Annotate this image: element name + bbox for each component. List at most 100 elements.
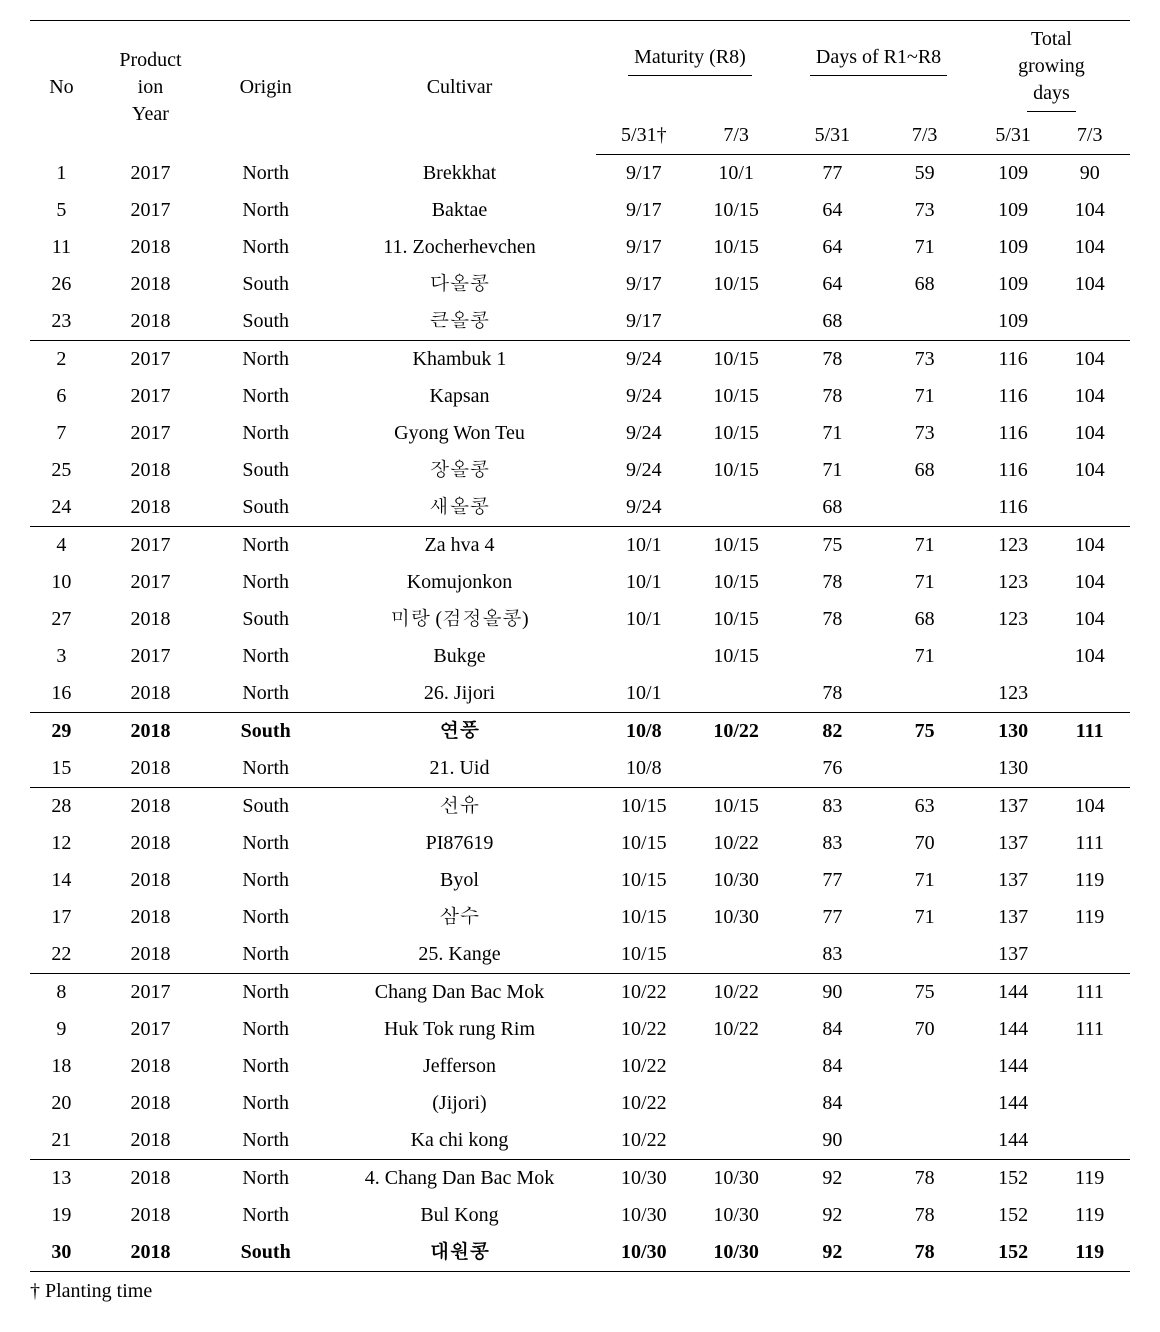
cell-m2 — [690, 1085, 784, 1122]
cell-m1: 10/15 — [596, 936, 690, 974]
cell-m2: 10/30 — [690, 899, 784, 936]
cell-year: 2018 — [93, 1085, 208, 1122]
cell-cultivar: Brekkhat — [323, 155, 595, 193]
cell-cultivar: Za hva 4 — [323, 527, 595, 565]
col-year-l1: Product — [119, 49, 181, 71]
cell-t1: 130 — [973, 750, 1052, 788]
cell-d2: 68 — [879, 601, 973, 638]
table-row: 192018NorthBul Kong10/3010/309278152119 — [30, 1197, 1130, 1234]
cell-t2: 104 — [1051, 415, 1130, 452]
cell-no: 25 — [30, 452, 93, 489]
cell-year: 2018 — [93, 750, 208, 788]
table-row: 212018NorthKa chi kong10/2290144 — [30, 1122, 1130, 1160]
cell-origin: North — [208, 899, 323, 936]
table-row: 12017NorthBrekkhat9/1710/1775910990 — [30, 155, 1130, 193]
cell-no: 6 — [30, 378, 93, 415]
cell-no: 8 — [30, 974, 93, 1012]
cell-origin: South — [208, 489, 323, 527]
cell-d2: 78 — [879, 1234, 973, 1272]
cell-t1: 109 — [973, 155, 1052, 193]
cell-cultivar: 25. Kange — [323, 936, 595, 974]
cell-origin: South — [208, 788, 323, 826]
cell-m2: 10/1 — [690, 155, 784, 193]
cell-d2 — [879, 1085, 973, 1122]
cell-year: 2018 — [93, 1197, 208, 1234]
cell-year: 2018 — [93, 1122, 208, 1160]
cell-d1: 78 — [784, 341, 878, 379]
cell-no: 13 — [30, 1160, 93, 1198]
table-row: 102017NorthKomujonkon10/110/157871123104 — [30, 564, 1130, 601]
cell-t2: 104 — [1051, 229, 1130, 266]
cell-d2: 78 — [879, 1160, 973, 1198]
cell-d2 — [879, 1122, 973, 1160]
cell-m1: 9/17 — [596, 192, 690, 229]
table-body: 12017NorthBrekkhat9/1710/177591099052017… — [30, 155, 1130, 1272]
cell-year: 2018 — [93, 936, 208, 974]
sub-total-73: 7/3 — [1051, 117, 1130, 155]
cell-cultivar: (Jijori) — [323, 1085, 595, 1122]
cell-cultivar: 미랑 (검정올콩) — [323, 601, 595, 638]
cell-t1: 144 — [973, 1011, 1052, 1048]
cell-m2: 10/22 — [690, 825, 784, 862]
cell-d2: 73 — [879, 341, 973, 379]
col-total-l3: days — [1027, 80, 1076, 112]
cell-year: 2018 — [93, 1234, 208, 1272]
cell-m2: 10/15 — [690, 341, 784, 379]
cell-m2 — [690, 489, 784, 527]
cell-origin: North — [208, 638, 323, 675]
cell-d1: 78 — [784, 675, 878, 713]
cell-t2: 104 — [1051, 564, 1130, 601]
cell-d2: 70 — [879, 825, 973, 862]
cell-d1: 64 — [784, 229, 878, 266]
cell-t1: 137 — [973, 788, 1052, 826]
col-origin: Origin — [208, 21, 323, 155]
col-total: Total growing days — [973, 21, 1130, 118]
cell-no: 21 — [30, 1122, 93, 1160]
cell-t2: 104 — [1051, 452, 1130, 489]
cell-no: 23 — [30, 303, 93, 341]
cell-t1: 137 — [973, 825, 1052, 862]
cell-year: 2017 — [93, 527, 208, 565]
table-row: 132018North4. Chang Dan Bac Mok10/3010/3… — [30, 1160, 1130, 1198]
cell-origin: North — [208, 415, 323, 452]
cell-m2 — [690, 1122, 784, 1160]
table-row: 242018South새올콩9/2468116 — [30, 489, 1130, 527]
cell-d2 — [879, 750, 973, 788]
cell-t2 — [1051, 1048, 1130, 1085]
cell-origin: North — [208, 974, 323, 1012]
table-row: 202018North(Jijori)10/2284144 — [30, 1085, 1130, 1122]
cell-m1: 10/1 — [596, 527, 690, 565]
cell-cultivar: 새올콩 — [323, 489, 595, 527]
cell-origin: North — [208, 1197, 323, 1234]
cell-t1: 109 — [973, 229, 1052, 266]
cell-origin: South — [208, 303, 323, 341]
cell-d1: 77 — [784, 155, 878, 193]
cell-m1: 9/17 — [596, 155, 690, 193]
cell-d1: 90 — [784, 974, 878, 1012]
cell-cultivar: Khambuk 1 — [323, 341, 595, 379]
table-row: 32017NorthBukge10/1571104 — [30, 638, 1130, 675]
cell-d2 — [879, 1048, 973, 1085]
table-row: 292018South연풍10/810/228275130111 — [30, 713, 1130, 751]
sub-days-531: 5/31 — [784, 117, 878, 155]
cell-cultivar: Bul Kong — [323, 1197, 595, 1234]
cell-m1: 10/8 — [596, 750, 690, 788]
col-maturity-label: Maturity (R8) — [628, 44, 752, 76]
cell-m2: 10/22 — [690, 713, 784, 751]
cell-d2: 71 — [879, 378, 973, 415]
cell-origin: North — [208, 378, 323, 415]
cell-d2: 78 — [879, 1197, 973, 1234]
col-days-label: Days of R1~R8 — [810, 44, 947, 76]
cell-m1: 10/15 — [596, 862, 690, 899]
cell-t2 — [1051, 303, 1130, 341]
cell-year: 2018 — [93, 266, 208, 303]
page-container: No Product ion Year Origin Cultivar Matu… — [0, 0, 1160, 1323]
cell-cultivar: 장올콩 — [323, 452, 595, 489]
cell-m1: 10/22 — [596, 1085, 690, 1122]
table-row: 112018North11. Zocherhevchen9/1710/15647… — [30, 229, 1130, 266]
cell-d1: 77 — [784, 862, 878, 899]
cell-d1: 76 — [784, 750, 878, 788]
table-row: 232018South큰올콩9/1768109 — [30, 303, 1130, 341]
cell-m1: 10/30 — [596, 1160, 690, 1198]
cell-m2: 10/30 — [690, 1197, 784, 1234]
